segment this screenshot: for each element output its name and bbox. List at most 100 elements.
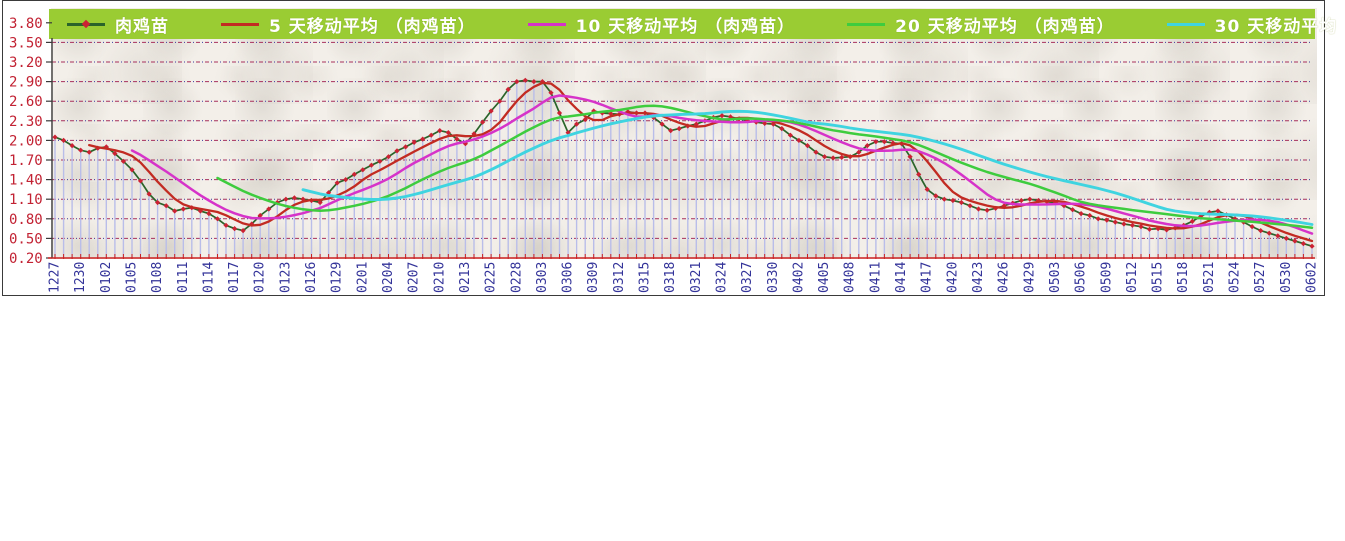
series-marker-diamond — [437, 128, 443, 134]
series-marker-diamond — [779, 126, 785, 132]
series-marker-diamond — [497, 98, 503, 104]
series-marker-diamond — [206, 211, 212, 217]
series-marker-diamond — [214, 216, 221, 222]
series-marker-diamond — [377, 158, 383, 164]
series-marker-diamond — [668, 128, 674, 134]
series-marker-diamond — [933, 193, 939, 199]
series-marker-diamond — [1087, 212, 1093, 219]
x-axis-label: 0509 — [1099, 262, 1114, 293]
series-marker-diamond — [1121, 221, 1127, 227]
series-marker-diamond — [351, 171, 357, 177]
series-marker-diamond — [839, 154, 845, 160]
series-marker-diamond — [420, 136, 426, 142]
x-axis-label: 0330 — [766, 262, 781, 293]
series-marker-diamond — [317, 199, 323, 206]
series-marker-diamond — [762, 120, 768, 126]
x-axis-label: 0210 — [432, 262, 447, 293]
series-marker-diamond — [232, 226, 238, 232]
series-marker-diamond — [1258, 228, 1264, 234]
x-axis-label: 0306 — [561, 262, 576, 293]
series-marker-diamond — [941, 196, 947, 202]
series-marker-diamond — [1052, 199, 1059, 206]
x-axis-label: 0521 — [1202, 262, 1217, 293]
series-marker-diamond — [1232, 216, 1238, 222]
series-marker-diamond — [343, 177, 349, 183]
series-marker-diamond — [1061, 203, 1067, 209]
x-axis-label: 0411 — [868, 262, 883, 293]
series-marker-diamond — [864, 143, 870, 149]
series-marker-diamond — [651, 114, 657, 121]
series-marker-diamond — [522, 77, 528, 83]
series-marker-diamond — [548, 90, 554, 96]
x-axis-label: 0527 — [1253, 262, 1268, 293]
x-axis-label: 0102 — [99, 262, 114, 293]
series-marker-diamond — [61, 137, 67, 143]
series-marker-diamond — [591, 108, 597, 114]
series-marker-diamond — [172, 208, 178, 214]
series-marker-diamond — [334, 180, 340, 186]
legend-item-ma5: 5 天移动平均 （肉鸡苗） — [221, 12, 476, 37]
x-axis-label: 0324 — [715, 262, 730, 293]
series-marker-diamond — [924, 186, 930, 192]
x-axis-label: 0129 — [330, 262, 345, 293]
series-marker-diamond — [137, 178, 144, 184]
series-marker-diamond — [480, 119, 486, 125]
series-marker-diamond — [1215, 208, 1221, 214]
series-marker-diamond — [804, 143, 811, 149]
series-marker-diamond — [608, 111, 614, 117]
series-marker-diamond — [676, 126, 682, 132]
x-axis-label: 0524 — [1228, 262, 1243, 293]
legend-label-ma5: 5 天移动平均 （肉鸡苗） — [269, 16, 476, 37]
series-marker-diamond — [770, 121, 776, 127]
x-axis-label: 0318 — [663, 262, 678, 293]
series-marker-diamond — [52, 134, 58, 140]
series-marker-diamond — [266, 206, 272, 212]
x-axis-label: 0327 — [740, 262, 755, 293]
series-marker-diamond — [1283, 235, 1289, 241]
y-axis-label: 0.20 — [9, 251, 43, 267]
series-marker-diamond — [326, 190, 332, 196]
series-marker-diamond — [975, 206, 982, 212]
x-axis-label: 0108 — [150, 262, 165, 293]
x-axis-label: 0315 — [638, 262, 653, 293]
series-marker-diamond — [531, 79, 537, 85]
series-marker-diamond — [907, 154, 913, 160]
x-axis-label: 0530 — [1279, 262, 1294, 293]
legend-line-icon — [847, 22, 886, 26]
x-axis-label: 0228 — [509, 262, 524, 293]
legend-line-icon — [1166, 22, 1205, 26]
series-marker-diamond — [916, 171, 922, 177]
x-axis-label: 1230 — [73, 262, 88, 293]
x-axis-label: 0503 — [1048, 262, 1063, 293]
x-axis-label: 0120 — [253, 262, 268, 293]
legend-item-ma20: 20 天移动平均 （肉鸡苗） — [847, 12, 1115, 37]
series-marker-diamond — [403, 144, 409, 150]
x-axis-label: 0402 — [791, 262, 806, 293]
series-marker-diamond — [120, 158, 126, 164]
x-axis-label: 0408 — [843, 262, 858, 293]
series-marker-diamond — [69, 143, 75, 149]
series-marker-diamond — [599, 110, 605, 116]
x-axis-label: 0602 — [1305, 262, 1320, 293]
x-axis-label: 0225 — [484, 262, 499, 293]
series-marker-diamond — [1112, 219, 1118, 225]
x-axis-label: 0204 — [381, 262, 396, 293]
x-axis-label: 0423 — [971, 262, 986, 293]
legend-line-icon — [527, 22, 566, 26]
series-marker-diamond — [394, 148, 400, 154]
series-marker-diamond — [223, 222, 229, 228]
x-axis-label: 0117 — [227, 262, 242, 293]
series-marker-diamond — [1249, 224, 1255, 230]
series-marker-diamond — [1095, 216, 1101, 222]
series-marker-diamond — [958, 199, 964, 206]
series-marker-diamond — [796, 137, 802, 143]
x-axis-label: 0123 — [278, 262, 293, 293]
x-axis-label: 0405 — [817, 262, 832, 293]
series-line-ma5 — [88, 81, 1314, 243]
legend-label-ma30: 30 天移动平均 （肉鸡苗） — [1214, 16, 1345, 37]
x-axis-label: 0417 — [920, 262, 935, 293]
series-marker-diamond — [813, 149, 819, 155]
series-marker-diamond — [719, 113, 725, 119]
series-marker-diamond — [856, 149, 862, 155]
